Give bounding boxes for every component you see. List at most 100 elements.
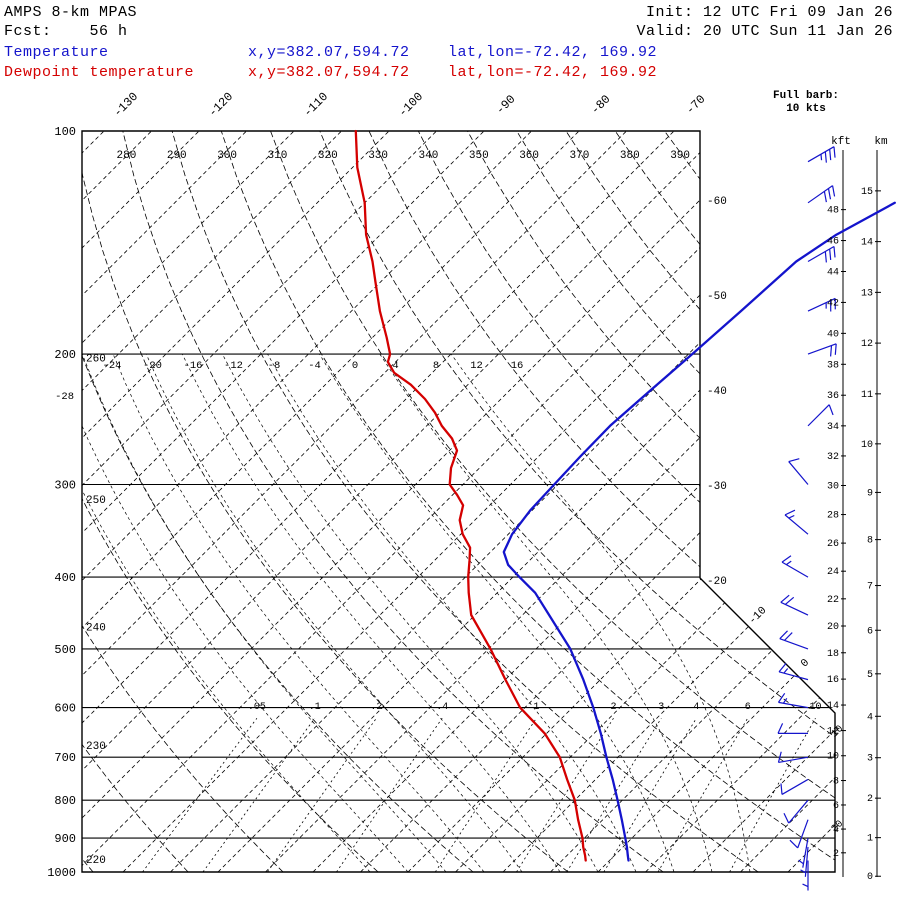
mixing-ratio-label: .2 — [370, 702, 382, 713]
wind-barb — [807, 404, 834, 427]
wind-barb — [798, 837, 809, 868]
wind-barb-staff — [778, 756, 809, 764]
km-tick-label: 14 — [861, 238, 873, 249]
km-tick-label: 3 — [867, 754, 873, 765]
foreground — [81, 130, 881, 877]
wind-barb-feather — [783, 812, 790, 824]
wind-barb — [802, 860, 809, 891]
wind-barb-feather — [784, 596, 795, 605]
mixing-ratio-line — [729, 718, 816, 872]
kft-tick-label: 14 — [827, 701, 839, 712]
wind-barb-feather — [782, 697, 788, 704]
pressure-label: 300 — [54, 479, 76, 493]
kft-tick-label: 22 — [827, 595, 839, 606]
wind-barb — [807, 146, 836, 163]
wind-barb — [807, 245, 836, 263]
theta-label-left: 230 — [86, 741, 106, 753]
moist-adiabat-line — [112, 353, 485, 872]
mixing-ratio-label: 1 — [533, 702, 539, 713]
temperature-legend-xy: x,y=382.07,594.72 — [248, 44, 410, 61]
wind-barb — [807, 343, 837, 357]
wind-barb — [807, 297, 836, 312]
moist-adiabat-line — [319, 353, 675, 872]
kft-tick-label: 36 — [827, 391, 839, 402]
pressure-label: 200 — [54, 348, 76, 362]
km-tick-label: 9 — [867, 488, 873, 499]
wind-barb-feather — [831, 185, 836, 197]
theta-label-top: 310 — [268, 150, 288, 162]
dry-adiabat-line — [565, 131, 835, 872]
dry-adiabat-line — [417, 131, 835, 872]
isotherm-line — [0, 131, 57, 872]
isotherm-label-diagonal: -10 — [747, 605, 769, 627]
isotherm-label-top: -70 — [683, 92, 708, 117]
mixing-ratio-label: 3 — [658, 702, 664, 713]
wind-barb-staff — [781, 778, 809, 795]
isotherm-line — [82, 131, 817, 872]
kft-tick-label: 24 — [827, 567, 839, 578]
isotherm-label-top: -90 — [493, 92, 518, 117]
wind-barb-feather — [786, 560, 792, 566]
moist-adiabat-label: 12 — [470, 360, 483, 372]
dry-adiabat-line — [82, 131, 569, 872]
pressure-label: 1000 — [47, 866, 76, 880]
wind-barb-feather — [828, 404, 834, 416]
wind-barb-feather — [788, 458, 800, 463]
isotherm-line — [82, 131, 770, 872]
wind-barb-staff — [781, 561, 809, 578]
km-tick-label: 0 — [867, 872, 873, 883]
kft-tick-label: 26 — [827, 539, 839, 550]
chart-labels: .05.1.2.4 1 2 3 4 6 10100200300400500600700800… — [47, 90, 888, 883]
wind-barb-feather — [823, 191, 827, 203]
moist-adiabat-line — [379, 353, 713, 872]
wind-barb-feather — [829, 149, 832, 161]
dewpoint-legend-xy: x,y=382.07,594.72 — [248, 64, 410, 81]
km-tick-label: 15 — [861, 187, 873, 198]
wind-barb-staff — [778, 671, 809, 681]
moist-adiabat-label: -24 — [103, 360, 122, 372]
mixing-ratio-line — [603, 717, 697, 872]
mixing-ratio-line — [434, 717, 537, 872]
isotherm-label-top: -100 — [396, 90, 426, 120]
dry-adiabat-line — [171, 131, 759, 872]
wind-barb-feather — [783, 668, 789, 674]
isotherm-line — [597, 131, 835, 872]
moist-adiabat-label: 0 — [352, 360, 358, 372]
km-tick-label: 1 — [867, 834, 873, 845]
wind-barbs — [777, 146, 837, 891]
wind-barb-feather — [834, 343, 837, 355]
mixing-ratio-line — [267, 717, 377, 872]
kft-tick-label: 4 — [833, 825, 839, 836]
theta-label-top: 330 — [368, 150, 388, 162]
isotherm-label-top: -120 — [206, 90, 236, 120]
moist-adiabat-line — [450, 353, 751, 872]
wind-barb — [788, 458, 809, 485]
wind-barb-feather — [779, 630, 788, 640]
moist-adiabat-label: 16 — [511, 360, 524, 372]
isotherm-label-top: -130 — [111, 90, 141, 120]
pressure-label: 400 — [54, 571, 76, 585]
dewpoint-legend-label: Dewpoint temperature — [4, 64, 195, 81]
pressure-label: 500 — [54, 643, 76, 657]
isotherm-line — [550, 131, 835, 872]
theta-label-top: 380 — [620, 150, 640, 162]
dry-adiabat-line — [82, 131, 284, 872]
pressure-label: 600 — [54, 702, 76, 716]
mixing-ratio-label: 10 — [809, 702, 821, 713]
kft-tick-label: 46 — [827, 237, 839, 248]
theta-label-top: 280 — [117, 150, 137, 162]
temperature-curve — [502, 201, 896, 862]
mixing-ratio-line — [202, 717, 316, 872]
valid-time: Valid: 20 UTC Sun 11 Jan 26 — [636, 23, 893, 40]
wind-barb — [777, 693, 809, 709]
theta-label-left: 220 — [86, 855, 106, 867]
wind-barb-feather — [827, 188, 832, 200]
wind-barb-feather — [824, 251, 827, 263]
wind-barb — [783, 799, 809, 824]
wind-barb — [777, 751, 809, 764]
wind-barb-feather — [829, 248, 832, 260]
isotherm-label-right: -60 — [707, 196, 727, 208]
wind-barb-feather — [784, 632, 793, 641]
dry-adiabat-line — [368, 131, 835, 872]
wind-barb — [778, 662, 809, 681]
